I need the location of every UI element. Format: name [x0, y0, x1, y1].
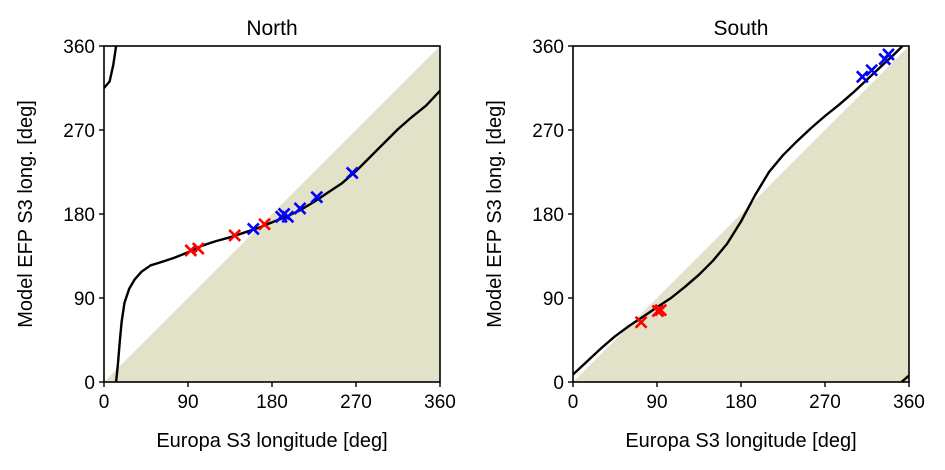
y-tick-label: 0: [84, 373, 95, 394]
panel-north: 0 90 180 270 360 0 90 180 270 360 North Europa S3…: [15, 17, 456, 452]
marker-group: [634, 47, 895, 329]
blue-marker: [246, 222, 260, 236]
blue-marker: [345, 166, 359, 180]
x-tick-label: 180: [725, 392, 757, 413]
y-tick-label: 0: [553, 373, 564, 394]
shaded-region: [573, 46, 909, 382]
y-tick-label: 360: [532, 37, 564, 58]
x-axis-label: Europa S3 longitude [deg]: [625, 430, 856, 452]
y-axis-label: Model EFP S3 long. [deg]: [15, 100, 37, 328]
x-axis-label: Europa S3 longitude [deg]: [156, 430, 387, 452]
curve-segment-1: [114, 89, 440, 382]
red-marker: [654, 303, 668, 317]
red-marker: [191, 242, 205, 255]
x-tick-label: 360: [424, 392, 456, 413]
tick-group: 0 90 180 270 360 0 90 180 270 360: [63, 37, 456, 413]
x-tick-label: 270: [809, 392, 841, 413]
blue-marker: [882, 47, 895, 61]
tick-group: 0 90 180 270 360 0 90 180 270 360: [532, 37, 925, 413]
y-axis-label: Model EFP S3 long. [deg]: [484, 100, 506, 328]
panel-south: 0 90 180 270 360 0 90 180 270 360 South Europa S3…: [484, 17, 925, 452]
y-tick-label: 270: [532, 121, 564, 142]
curve-segment-0: [573, 46, 904, 376]
y-tick-label: 90: [543, 289, 564, 310]
shaded-region: [104, 46, 440, 382]
red-marker: [651, 304, 665, 318]
x-tick-label: 90: [177, 392, 198, 413]
x-tick-label: 0: [99, 392, 110, 413]
blue-marker: [310, 190, 324, 204]
y-tick-label: 360: [63, 37, 95, 58]
curve-segment-0: [104, 46, 118, 89]
curve-group: [573, 46, 909, 382]
x-tick-label: 180: [256, 392, 288, 413]
x-tick-label: 270: [340, 392, 372, 413]
y-tick-label: 90: [74, 289, 95, 310]
y-tick-label: 180: [63, 205, 95, 226]
x-tick-label: 0: [568, 392, 579, 413]
blue-marker: [855, 70, 869, 84]
x-tick-label: 90: [646, 392, 667, 413]
red-marker: [258, 217, 271, 231]
curve-segment-1: [900, 374, 909, 382]
x-tick-label: 360: [893, 392, 925, 413]
blue-marker: [281, 210, 295, 224]
red-marker: [228, 229, 242, 242]
y-tick-label: 270: [63, 121, 95, 142]
blue-marker: [293, 201, 307, 215]
marker-group: [184, 166, 359, 257]
red-marker: [634, 315, 648, 329]
panel-title: South: [714, 17, 769, 40]
blue-marker: [865, 63, 879, 77]
curve-group: [104, 46, 440, 382]
y-tick-label: 180: [532, 205, 564, 226]
panel-title: North: [246, 17, 297, 40]
